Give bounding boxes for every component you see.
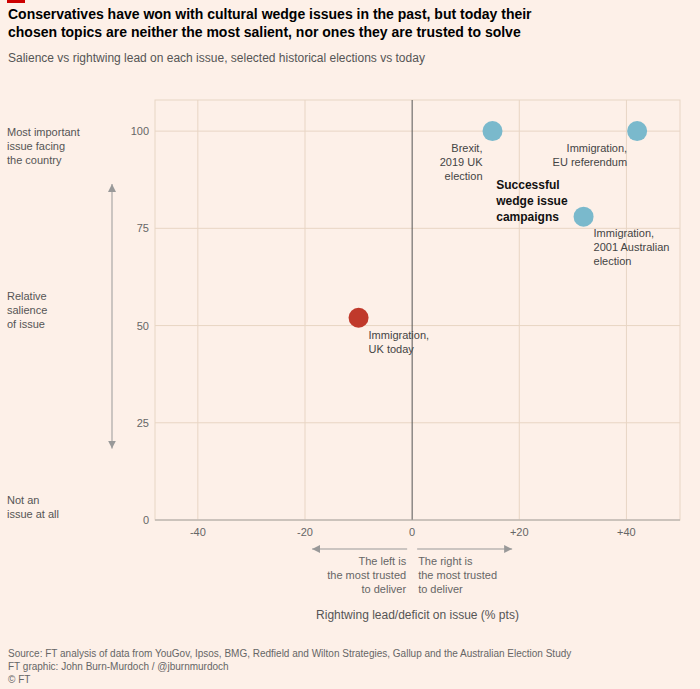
y-label-mid-line: Relative: [7, 290, 47, 302]
right-note-line: to deliver: [418, 583, 463, 595]
point-label-line: UK today: [369, 343, 415, 355]
point-label-line: EU referendum: [553, 156, 628, 168]
point: [483, 121, 503, 141]
y-tick-label: 50: [137, 320, 149, 332]
y-label-mid-line: of issue: [7, 318, 45, 330]
right-arrow: [417, 549, 512, 550]
point: [574, 207, 594, 227]
y-label-mid-line: salience: [7, 304, 47, 316]
point: [627, 121, 647, 141]
x-tick-label: -40: [190, 526, 206, 538]
y-label-bottom: Not an issue at all: [7, 494, 59, 520]
x-tick-label: 0: [409, 526, 415, 538]
point-label: Immigration, 2001 Australian election: [594, 227, 670, 267]
points: [349, 121, 648, 328]
y-tick-label-line: 25: [137, 417, 149, 429]
point-label-line: Immigration,: [369, 329, 430, 341]
source-line: © FT: [8, 674, 30, 685]
left-note-line: the most trusted: [327, 569, 406, 581]
point-label-line: 2001 Australian: [594, 241, 670, 253]
point-label: Immigration, EU referendum: [553, 142, 628, 168]
subtitle-line: Salience vs rightwing lead on each issue…: [8, 51, 425, 65]
x-axis-label-line: Rightwing lead/deficit on issue (% pts): [316, 608, 519, 622]
point-label-line: Brexit,: [451, 142, 482, 154]
y-label-top-line: issue facing: [7, 140, 65, 152]
brand-marker: [7, 0, 25, 3]
point-label-line: Immigration,: [567, 142, 628, 154]
grid-line-y: [155, 422, 680, 423]
right-note: The right is the most trusted to deliver: [418, 555, 497, 595]
grid-line-y: [155, 520, 680, 521]
y-tick-label: 100: [131, 125, 149, 137]
x-tick-label-line: 0: [409, 526, 415, 538]
point-label-line: election: [594, 255, 632, 267]
y-tick-label-line: 50: [137, 320, 149, 332]
title: Conservatives have won with cultural wed…: [8, 6, 532, 40]
point-label: Brexit, 2019 UK election: [440, 142, 483, 182]
title-line: chosen topics are neither the most salie…: [8, 24, 521, 40]
left-arrow: [312, 549, 407, 550]
subtitle: Salience vs rightwing lead on each issue…: [8, 51, 425, 65]
background: [0, 0, 700, 689]
y-label-bottom-line: Not an: [7, 494, 39, 506]
annotation: Successful wedge issue campaigns: [495, 178, 568, 224]
point-label-line: Immigration,: [594, 227, 655, 239]
y-tick-label: 75: [137, 222, 149, 234]
grid-line-y: [155, 325, 680, 326]
source: Source: FT analysis of data from YouGov,…: [8, 648, 571, 685]
source-line: FT graphic: John Burn-Murdoch / @jburnmu…: [8, 661, 229, 672]
left-note-line: to deliver: [362, 583, 407, 595]
y-label-top-line: the country: [7, 154, 62, 166]
left-note: The left is the most trusted to deliver: [327, 555, 406, 595]
x-tick-label-line: +20: [510, 526, 529, 538]
annotation-line: Successful: [496, 178, 559, 192]
point-label-line: 2019 UK: [440, 156, 483, 168]
left-note-line: The left is: [358, 555, 406, 567]
x-tick-label-line: +40: [617, 526, 636, 538]
point-label-line: election: [445, 170, 483, 182]
grid-line-x: [519, 100, 520, 520]
point: [349, 308, 369, 328]
grid-line-x: [197, 100, 198, 520]
right-note-line: the most trusted: [418, 569, 497, 581]
grid-line-y: [155, 131, 680, 132]
y-label-bottom-line: issue at all: [7, 508, 59, 520]
y-tick-label-line: 75: [137, 222, 149, 234]
source-line: Source: FT analysis of data from YouGov,…: [8, 648, 571, 659]
x-tick-label-line: -20: [297, 526, 313, 538]
y-tick-label-line: 0: [143, 514, 149, 526]
annotation-line: wedge issue: [495, 194, 568, 208]
x-axis-label: Rightwing lead/deficit on issue (% pts): [316, 608, 519, 622]
y-label-top-line: Most important: [7, 126, 80, 138]
grid-line-x: [305, 100, 306, 520]
x-tick-label-line: -40: [190, 526, 206, 538]
salience-arrow: [112, 184, 113, 449]
x-axis-line: [155, 520, 680, 521]
y-tick-label-line: 100: [131, 125, 149, 137]
y-tick-label: 0: [143, 514, 149, 526]
x-tick-label: +40: [617, 526, 636, 538]
title-line: Conservatives have won with cultural wed…: [8, 6, 532, 22]
x-tick-label: +20: [510, 526, 529, 538]
annotation-line: campaigns: [496, 210, 559, 224]
right-note-line: The right is: [418, 555, 473, 567]
plot-frame: [155, 100, 680, 520]
point-label: Immigration, UK today: [369, 329, 430, 355]
x-tick-label: -20: [297, 526, 313, 538]
chart: Conservatives have won with cultural wed…: [0, 0, 700, 689]
y-tick-label: 25: [137, 417, 149, 429]
y-label-mid: Relative salience of issue: [7, 290, 47, 330]
zero-line: [412, 100, 413, 520]
y-label-top: Most important issue facing the country: [7, 126, 80, 166]
